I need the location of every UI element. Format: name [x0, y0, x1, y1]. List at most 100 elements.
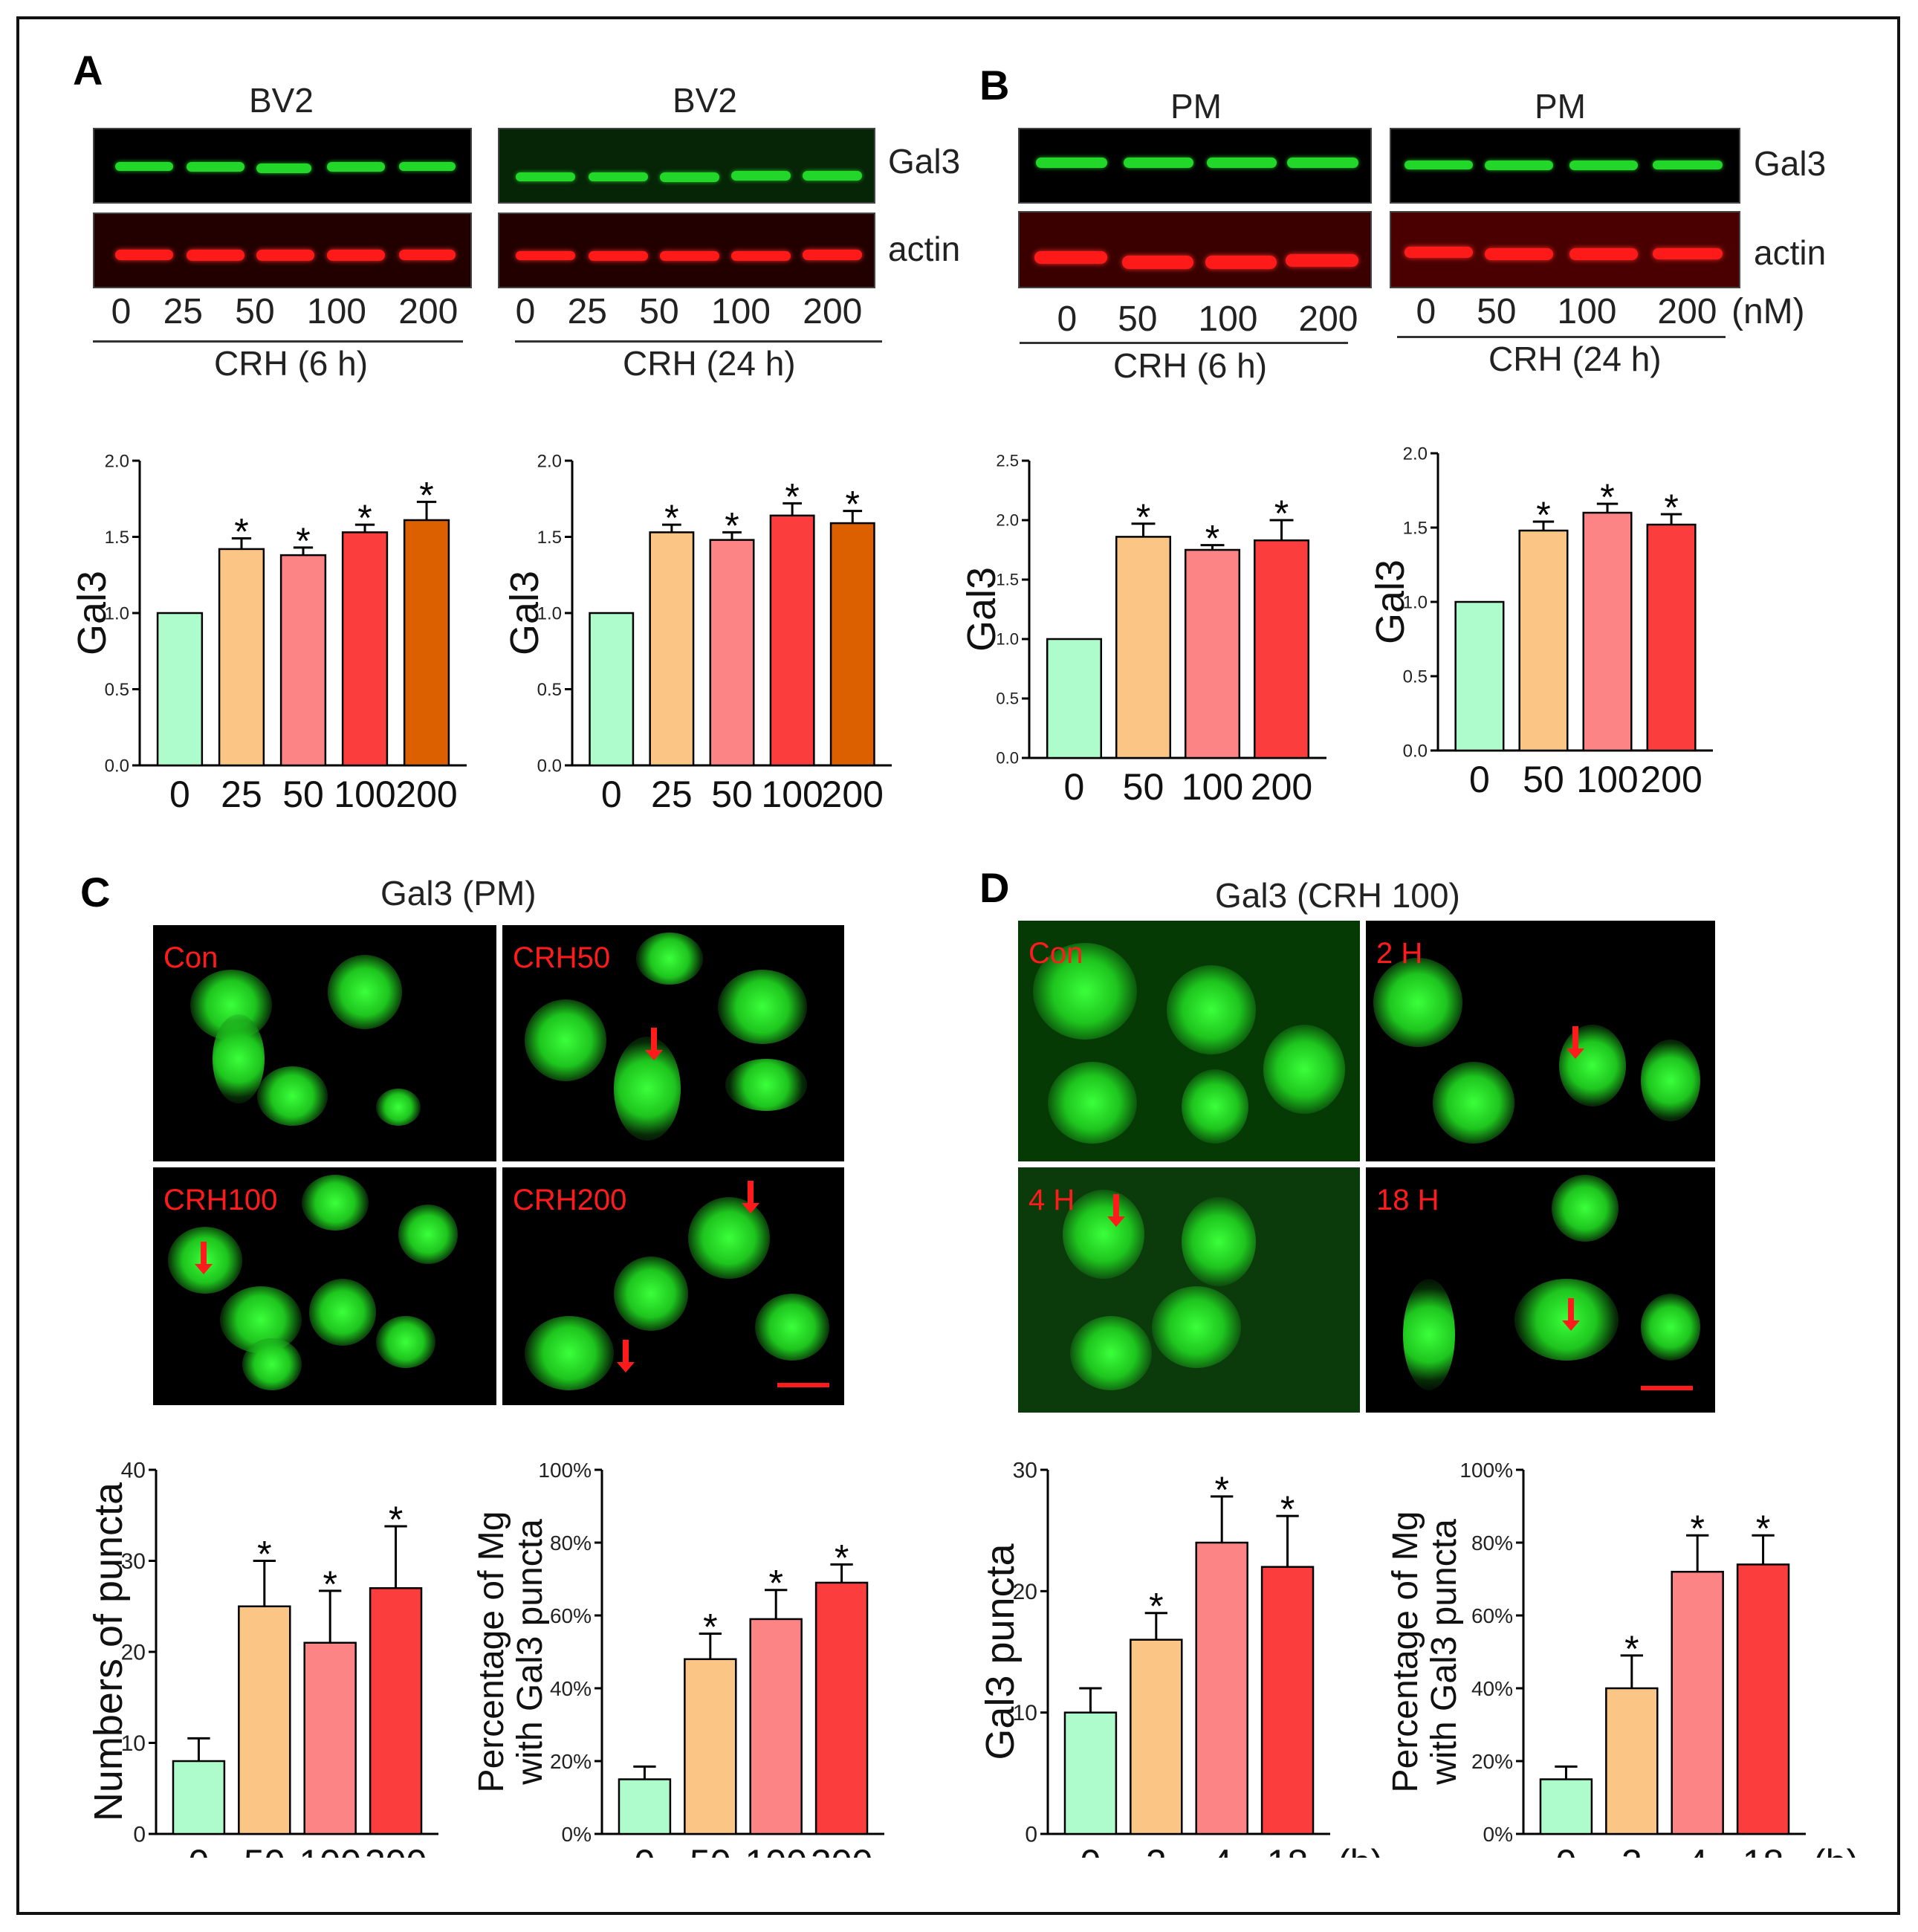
y-tick-label: 1.5 — [105, 528, 129, 548]
lane-label: 200 — [398, 292, 459, 331]
significance-star: * — [664, 497, 678, 539]
significance-star: * — [1136, 496, 1150, 538]
y-tick-label: 40% — [1471, 1677, 1513, 1700]
micrograph-d-4h: 4 H — [1018, 1167, 1360, 1413]
y-tick-label: 60% — [1471, 1604, 1513, 1627]
x-tick-label: 50 — [690, 1842, 731, 1858]
y-tick-label: 1.5 — [996, 571, 1019, 589]
lane-label: 0 — [1057, 299, 1078, 339]
micrograph-d-2h: 2 H — [1366, 921, 1715, 1161]
lane-label: 100 — [1557, 292, 1617, 331]
bar — [279, 554, 327, 767]
micrograph-c-con: Con — [153, 925, 496, 1161]
blot-a2-title: BV2 — [673, 81, 737, 120]
panel-c-title: Gal3 (PM) — [380, 874, 537, 912]
y-axis-label: Percentage of Mg — [1386, 1511, 1425, 1793]
blot-a2-gal3-green — [498, 128, 875, 204]
x-tick-label: 0 — [635, 1842, 655, 1858]
y-tick-label: 1.0 — [105, 603, 129, 623]
y-tick-label: 0 — [133, 1823, 146, 1847]
lane-label: 100 — [710, 292, 771, 331]
panel-d-title: Gal3 (CRH 100) — [1215, 876, 1460, 915]
y-tick-label: 0.5 — [996, 690, 1019, 708]
y-tick-label: 100% — [1459, 1459, 1513, 1482]
lane-label: 200 — [803, 292, 863, 331]
chart-d1-bar: 0 10 20 30 Gal3 puncta 0 * 2 * 4 * 18 (h) — [978, 1459, 1383, 1858]
micrograph-label: CRH50 — [513, 941, 611, 974]
x-tick-label: 200 — [1640, 759, 1702, 800]
y-tick-label: 60% — [550, 1604, 592, 1627]
chart-b2-bar: 0.0 0.5 1.0 1.5 2.0 Gal3 0 * 50 * 100 * 200 — [1368, 444, 1713, 800]
bar — [156, 612, 204, 767]
bar — [1605, 1687, 1659, 1835]
y-tick-label: 1.0 — [1403, 592, 1428, 612]
lane-label: 0 — [111, 292, 132, 331]
lane-label: 200 — [1298, 299, 1358, 339]
bar — [1454, 600, 1505, 752]
y-tick-label: 10 — [1013, 1701, 1037, 1725]
significance-star: * — [1536, 494, 1550, 536]
y-tick-label: 20% — [1471, 1750, 1513, 1773]
x-tick-label: 100 — [761, 774, 823, 815]
significance-star: * — [357, 497, 372, 539]
bar — [1671, 1570, 1724, 1835]
micrograph-d-con: Con — [1018, 921, 1360, 1161]
micrograph-c-crh50: CRH50 — [502, 925, 844, 1161]
y-tick-label: 1.5 — [1403, 518, 1428, 538]
x-tick-label: 200 — [811, 1842, 872, 1858]
panel-letter-c: C — [80, 869, 111, 915]
bar — [769, 514, 815, 767]
significance-star: * — [257, 1534, 271, 1575]
x-tick-label: 100 — [299, 1842, 360, 1858]
significance-star: * — [703, 1607, 717, 1648]
panel-letter-a: A — [73, 47, 103, 94]
significance-star: * — [1280, 1488, 1295, 1530]
significance-star: * — [835, 1537, 849, 1578]
x-tick-label: 100 — [745, 1842, 806, 1858]
lane-label: 0 — [515, 292, 536, 331]
bar — [1184, 548, 1241, 759]
y-tick-label: 40% — [550, 1677, 592, 1700]
x-unit-label: (h) — [1813, 1842, 1859, 1858]
significance-star: * — [1624, 1628, 1639, 1670]
significance-star: * — [419, 474, 433, 516]
y-tick-label: 0.5 — [105, 680, 129, 700]
blot-a2-treatment: CRH (24 h) — [623, 344, 796, 383]
micrograph-d-18h: 18 H — [1366, 1167, 1715, 1413]
underline — [1397, 336, 1726, 338]
lane-label: 50 — [1118, 299, 1158, 339]
bar — [172, 1760, 226, 1835]
x-tick-label: 18 — [1743, 1842, 1784, 1858]
blot-b1-title: PM — [1170, 87, 1222, 126]
micrograph-label: 2 H — [1376, 937, 1423, 970]
protein-label-gal3-a: Gal3 — [888, 142, 961, 181]
bar — [403, 519, 450, 767]
significance-star: * — [1274, 493, 1289, 534]
y-axis-label: Gal3 — [1368, 560, 1413, 644]
significance-star: * — [1149, 1586, 1163, 1627]
bar — [1260, 1566, 1315, 1835]
y-tick-label: 100% — [538, 1459, 592, 1482]
underline — [93, 340, 463, 343]
lane-label: 50 — [1477, 292, 1517, 331]
significance-star: * — [296, 520, 310, 562]
blot-a1-gal3-green — [93, 128, 472, 204]
bar — [1539, 1778, 1593, 1835]
lane-label: 50 — [639, 292, 679, 331]
x-tick-label: 18 — [1267, 1842, 1309, 1858]
bar — [1063, 1711, 1118, 1835]
bar — [1646, 523, 1697, 752]
bar — [618, 1778, 672, 1835]
y-tick-label: 80% — [1471, 1531, 1513, 1555]
concentration-unit: (nM) — [1731, 292, 1805, 331]
y-tick-label: 2.5 — [996, 452, 1019, 470]
y-tick-label: 0% — [562, 1823, 592, 1846]
bar — [218, 548, 265, 767]
blot-b1-gal3-green — [1018, 128, 1372, 204]
blot-b2-gal3-green — [1390, 128, 1740, 204]
significance-star: * — [846, 484, 860, 525]
y-axis-label: Gal3 — [70, 571, 114, 655]
micrograph-label: CRH100 — [163, 1184, 278, 1216]
y-tick-label: 0% — [1483, 1823, 1513, 1846]
